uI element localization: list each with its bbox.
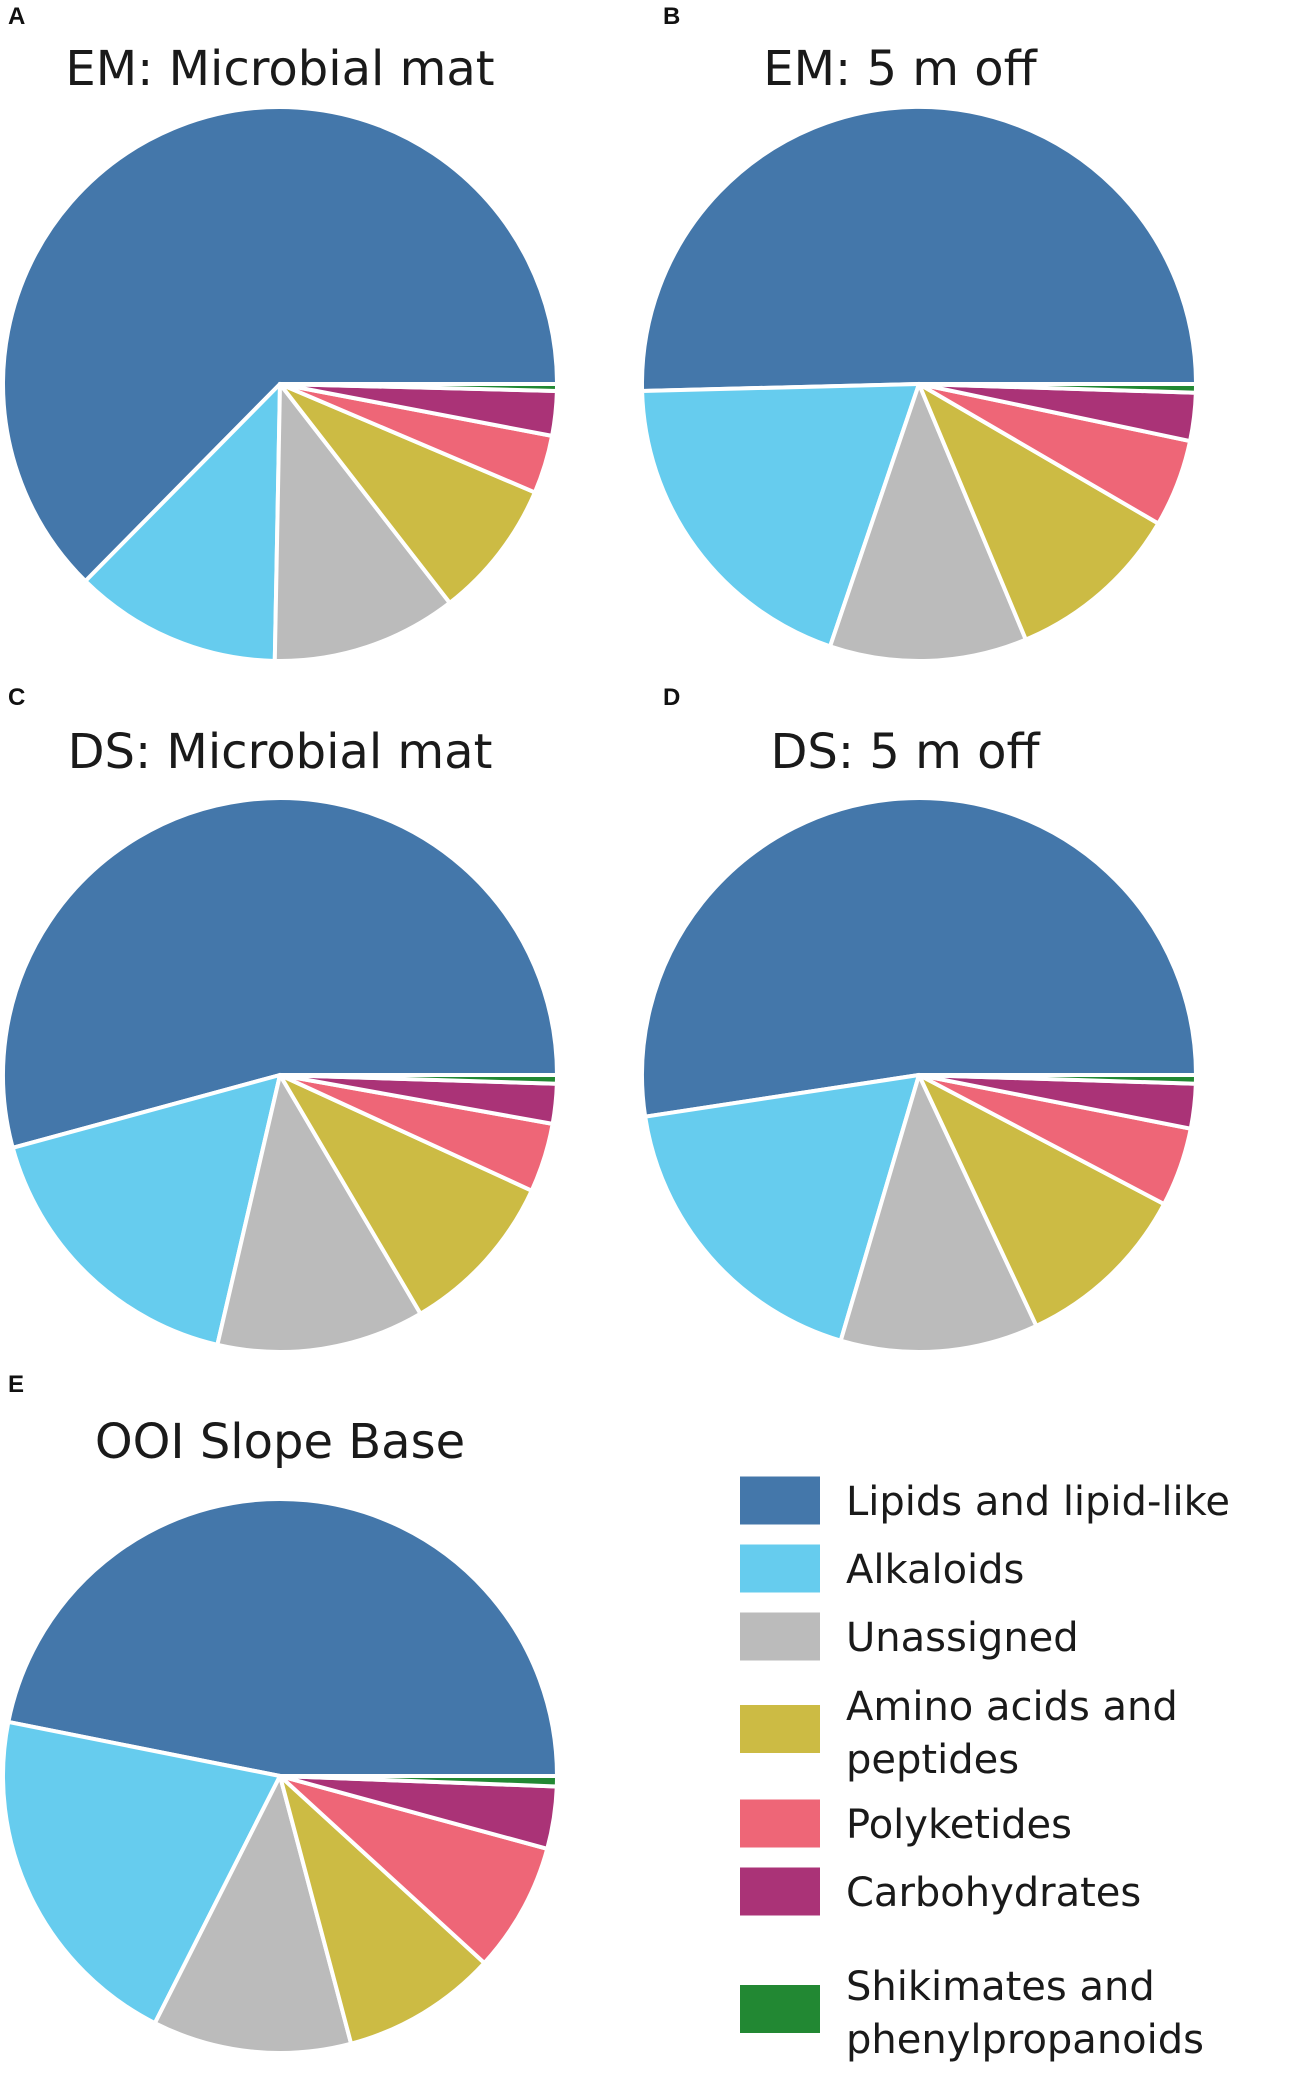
- pie-title-e: OOI Slope Base: [95, 1414, 465, 1470]
- legend-swatch-unassigned: [740, 1612, 820, 1661]
- pie-slices-c: [1, 796, 559, 1354]
- legend-swatch-amino-acids: [740, 1705, 820, 1753]
- pie-panel-e: E OOI Slope Base: [0, 1371, 559, 2055]
- pie-slice-c-unassigned: [215, 1073, 423, 1354]
- panel-letter-d: D: [663, 684, 680, 711]
- panel-letter-b: B: [663, 3, 680, 30]
- pie-slice-e-polyketides: [278, 1774, 550, 1965]
- legend-swatch-shikimates: [740, 1985, 820, 2033]
- pie-title-b: EM: 5 m off: [763, 41, 1037, 97]
- pie-slices-a: [1, 105, 559, 663]
- pie-panel-c: C DS: Microbial mat: [1, 684, 559, 1354]
- pie-slices-e: [0, 1497, 559, 2055]
- pie-slices-b: [640, 104, 1198, 663]
- panel-letter-e: E: [8, 1371, 24, 1398]
- legend-label-alkaloids: Alkaloids: [846, 1547, 1024, 1593]
- pie-slice-a-alkaloids: [83, 382, 282, 663]
- pie-slice-c-lipids: [1, 796, 559, 1150]
- pie-slices-d: [640, 796, 1198, 1354]
- pie-slice-e-unassigned: [152, 1774, 354, 2055]
- pie-slice-e-shikimates: [278, 1774, 559, 1789]
- legend-label-amino-acids-line-2: peptides: [846, 1737, 1019, 1783]
- legend-label-lipids: Lipids and lipid-like: [846, 1479, 1230, 1525]
- pie-slice-b-lipids: [640, 104, 1198, 393]
- pie-slice-d-amino-acids: [917, 1073, 1167, 1328]
- pie-slice-d-unassigned: [838, 1073, 1039, 1354]
- pie-title-c: DS: Microbial mat: [68, 724, 493, 780]
- legend-swatch-alkaloids: [740, 1544, 820, 1593]
- pie-slice-e-alkaloids: [0, 1719, 282, 2026]
- pie-slice-c-amino-acids: [278, 1073, 534, 1316]
- legend-label-unassigned: Unassigned: [846, 1615, 1079, 1661]
- pie-slice-e-amino-acids: [278, 1774, 487, 2046]
- panel-letter-a: A: [8, 3, 25, 30]
- legend-swatch-polyketides: [740, 1799, 820, 1848]
- pie-slice-d-shikimates: [917, 1073, 1198, 1086]
- pie-slice-a-unassigned: [272, 382, 452, 663]
- pie-slice-d-lipids: [640, 796, 1198, 1119]
- legend: Lipids and lipid-like Alkaloids Unassigned…: [740, 1476, 1230, 2063]
- panel-letter-c: C: [8, 684, 25, 711]
- pie-slice-b-amino-acids: [917, 382, 1161, 642]
- legend-label-shikimates-line-2: phenylpropanoids: [846, 2017, 1204, 2063]
- pie-slice-a-shikimates: [278, 382, 559, 393]
- pie-panel-a: A EM: Microbial mat: [1, 3, 559, 663]
- pie-slice-d-alkaloids: [643, 1073, 921, 1343]
- pie-slice-a-lipids: [1, 105, 559, 584]
- pie-panel-d: D DS: 5 m off: [640, 684, 1198, 1354]
- pie-slice-e-lipids: [6, 1497, 559, 1778]
- legend-label-polyketides: Polyketides: [846, 1802, 1072, 1848]
- legend-label-amino-acids-line-1: Amino acids and: [846, 1684, 1178, 1730]
- pie-slice-b-alkaloids: [640, 382, 921, 649]
- legend-swatch-carbohydrates: [740, 1867, 820, 1916]
- legend-swatch-lipids: [740, 1476, 820, 1525]
- pie-slice-a-amino-acids: [278, 382, 537, 605]
- pie-slice-b-shikimates: [917, 382, 1198, 395]
- legend-label-carbohydrates: Carbohydrates: [846, 1870, 1141, 1916]
- pie-slice-b-unassigned: [828, 382, 1028, 663]
- pie-title-a: EM: Microbial mat: [65, 41, 494, 97]
- pie-slice-c-alkaloids: [10, 1073, 282, 1347]
- pie-slice-c-shikimates: [278, 1073, 559, 1086]
- pie-title-d: DS: 5 m off: [770, 724, 1040, 780]
- legend-label-shikimates-line-1: Shikimates and: [846, 1964, 1155, 2010]
- pie-panel-b: B EM: 5 m off: [640, 3, 1198, 663]
